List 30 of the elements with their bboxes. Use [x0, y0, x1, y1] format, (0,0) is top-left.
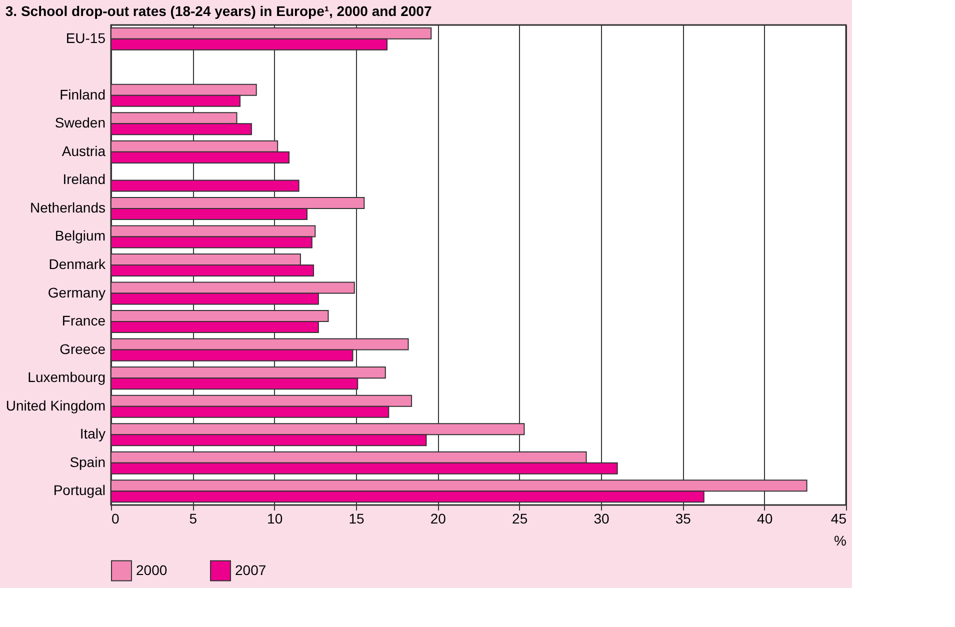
y-tick-label: Belgium [54, 228, 106, 244]
x-tick-label: 35 [675, 510, 692, 526]
x-tick-label: 0 [112, 510, 120, 526]
y-tick-label: Spain [70, 454, 106, 470]
x-tick-label: 45 [830, 510, 847, 526]
y-tick-label: Sweden [54, 114, 106, 131]
y-tick-label: Greece [60, 340, 106, 357]
x-tick-label: 15 [348, 510, 364, 526]
x-tick-label: 10 [267, 510, 283, 526]
legend-label: 2007 [235, 562, 266, 578]
y-tick-label: Ireland [62, 171, 106, 188]
x-tick-label: 30 [594, 510, 610, 526]
x-tick-label: 40 [757, 510, 773, 526]
y-tick-label: Austria [62, 142, 106, 159]
y-tick-label: Germany [48, 284, 106, 300]
y-tick-label: France [62, 312, 106, 329]
chart-title: 3. School drop-out rates (18-24 years) in Europe¹, 2000 and 2007 [5, 3, 432, 19]
x-tick-label: 5 [189, 510, 198, 526]
legend-label: 2000 [136, 562, 168, 578]
y-tick-label: Luxembourg [28, 369, 106, 386]
x-axis-title: % [834, 532, 846, 548]
x-tick-label: 20 [430, 510, 446, 526]
y-tick-label: United Kingdom [6, 397, 106, 414]
y-tick-label: Portugal [53, 482, 106, 498]
y-tick-label: Netherlands [30, 199, 106, 216]
y-tick-label: Finland [60, 86, 106, 102]
y-tick-label: Italy [80, 426, 106, 442]
x-tick-label: 25 [512, 510, 528, 526]
y-tick-label: EU-15 [66, 30, 106, 46]
y-tick-label: Denmark [48, 256, 106, 272]
